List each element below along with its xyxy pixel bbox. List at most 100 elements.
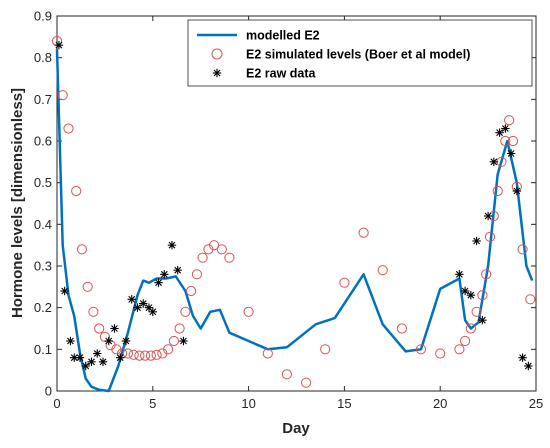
star-stroke <box>524 362 532 370</box>
star-stroke <box>88 358 95 366</box>
series-layer <box>51 35 536 393</box>
x-tick-label: 10 <box>241 396 255 411</box>
data-point-simulated <box>224 252 235 263</box>
data-point-raw <box>98 357 108 367</box>
y-tick-label: 0.7 <box>34 92 52 107</box>
data-point-simulated <box>197 252 208 263</box>
data-point-simulated <box>57 90 68 101</box>
y-tick-label: 0.1 <box>34 342 52 357</box>
star-stroke <box>122 337 130 345</box>
star-stroke <box>174 266 182 274</box>
legend-label-simulated-e2: E2 simulated levels (Boer et al model) <box>246 48 470 62</box>
star-stroke <box>519 354 527 362</box>
star-stroke <box>455 270 463 278</box>
y-tick-label: 0.6 <box>34 134 52 149</box>
star-stroke <box>473 237 481 245</box>
data-point-simulated <box>262 348 273 359</box>
data-point-raw <box>110 324 119 333</box>
data-point-raw <box>127 295 136 304</box>
x-tick-label: 25 <box>529 396 543 411</box>
y-tick-label: 0.3 <box>34 259 52 274</box>
data-point-raw <box>167 240 177 250</box>
data-point-simulated <box>128 349 139 360</box>
data-point-raw <box>116 353 125 362</box>
star-stroke <box>116 354 124 362</box>
data-point-simulated <box>216 244 227 255</box>
data-point-raw <box>483 211 493 221</box>
data-point-simulated <box>191 269 202 280</box>
star-stroke <box>82 362 90 370</box>
star-stroke <box>76 354 84 362</box>
data-point-raw <box>173 265 182 275</box>
data-point-simulated <box>320 344 331 355</box>
data-point-raw <box>87 357 96 367</box>
star-stroke <box>99 358 107 366</box>
data-point-raw <box>489 157 499 167</box>
star-stroke <box>484 212 492 220</box>
data-point-raw <box>66 336 75 346</box>
data-point-raw <box>75 353 85 362</box>
y-axis-ticks: 0 0.1 0.2 0.3 0.4 0.5 0.6 0.7 0.8 0.9 <box>34 9 536 399</box>
data-point-raw <box>139 299 148 308</box>
data-point-raw <box>455 270 464 279</box>
data-point-simulated <box>94 323 105 334</box>
y-tick-label: 0.8 <box>34 50 52 65</box>
data-point-simulated <box>82 281 93 292</box>
data-point-simulated <box>180 306 191 317</box>
star-stroke <box>155 279 162 287</box>
legend: modelled E2 E2 simulated levels (Boer et… <box>187 19 533 87</box>
data-point-raw <box>133 303 142 312</box>
legend-swatch-simulated-e2 <box>211 48 223 60</box>
data-point-raw <box>495 128 504 137</box>
y-tick-label: 0 <box>45 384 52 399</box>
data-point-raw <box>506 149 516 158</box>
data-point-simulated <box>145 350 156 361</box>
data-point-simulated <box>525 294 536 305</box>
data-point-simulated <box>492 185 503 197</box>
data-point-simulated <box>507 135 519 147</box>
x-axis-ticks: 0 5 10 15 20 25 <box>53 16 543 411</box>
star-stroke <box>467 291 475 299</box>
data-point-raw <box>54 40 64 50</box>
data-point-simulated <box>465 323 476 334</box>
data-point-raw <box>179 336 188 346</box>
y-tick-label: 0.2 <box>34 300 52 315</box>
data-point-simulated <box>517 244 528 255</box>
data-point-raw <box>478 315 487 325</box>
legend-label-modelled-e2: modelled E2 <box>246 29 320 43</box>
data-point-simulated <box>88 306 99 317</box>
series-line-modelled-e2 <box>55 49 534 393</box>
star-stroke <box>139 300 147 307</box>
star-stroke <box>134 304 141 312</box>
series-raw-data <box>54 40 533 371</box>
star-stroke <box>160 270 168 278</box>
data-point-simulated <box>122 348 134 359</box>
x-tick-label: 15 <box>337 396 351 411</box>
data-point-raw <box>160 270 169 279</box>
data-point-simulated <box>140 350 151 361</box>
data-point-simulated <box>500 135 511 147</box>
data-point-simulated <box>209 240 220 251</box>
data-point-simulated <box>471 306 482 317</box>
star-stroke <box>149 308 157 316</box>
data-point-raw <box>104 336 113 346</box>
data-point-simulated <box>477 290 488 301</box>
data-point-raw <box>148 307 157 317</box>
data-point-simulated <box>415 344 427 355</box>
star-stroke <box>513 187 521 195</box>
star-stroke <box>461 287 469 295</box>
data-point-simulated <box>174 323 185 334</box>
legend-box <box>187 19 533 87</box>
y-axis-title: Hormone levels [dimensionless] <box>9 88 26 318</box>
star-stroke <box>70 354 78 362</box>
data-point-simulated <box>76 244 88 255</box>
star-stroke <box>490 158 498 166</box>
data-point-simulated <box>168 335 179 347</box>
star-stroke <box>61 287 69 295</box>
legend-label-raw-data: E2 raw data <box>246 67 317 81</box>
data-point-simulated <box>504 115 515 126</box>
data-point-raw <box>466 290 476 300</box>
data-point-simulated <box>339 277 350 288</box>
data-point-simulated <box>396 323 407 334</box>
x-tick-label: 0 <box>53 396 60 411</box>
